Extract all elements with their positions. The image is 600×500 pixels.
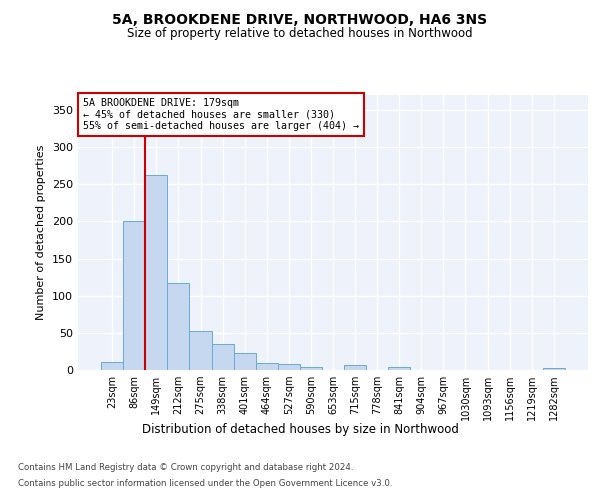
Bar — [543, 368, 565, 370]
Text: Contains HM Land Registry data © Crown copyright and database right 2024.: Contains HM Land Registry data © Crown c… — [18, 462, 353, 471]
Bar — [123, 222, 145, 370]
Bar — [190, 332, 212, 370]
Bar — [145, 174, 167, 370]
Bar — [233, 353, 256, 370]
Bar — [388, 367, 410, 370]
Bar — [344, 365, 366, 370]
Bar — [167, 283, 190, 370]
Bar — [300, 367, 322, 370]
Bar — [101, 362, 123, 370]
Bar — [212, 344, 233, 370]
Text: Distribution of detached houses by size in Northwood: Distribution of detached houses by size … — [142, 422, 458, 436]
Text: Contains public sector information licensed under the Open Government Licence v3: Contains public sector information licen… — [18, 479, 392, 488]
Text: Size of property relative to detached houses in Northwood: Size of property relative to detached ho… — [127, 28, 473, 40]
Bar — [256, 364, 278, 370]
Text: 5A, BROOKDENE DRIVE, NORTHWOOD, HA6 3NS: 5A, BROOKDENE DRIVE, NORTHWOOD, HA6 3NS — [112, 12, 488, 26]
Y-axis label: Number of detached properties: Number of detached properties — [37, 145, 46, 320]
Bar — [278, 364, 300, 370]
Text: 5A BROOKDENE DRIVE: 179sqm
← 45% of detached houses are smaller (330)
55% of sem: 5A BROOKDENE DRIVE: 179sqm ← 45% of deta… — [83, 98, 359, 131]
